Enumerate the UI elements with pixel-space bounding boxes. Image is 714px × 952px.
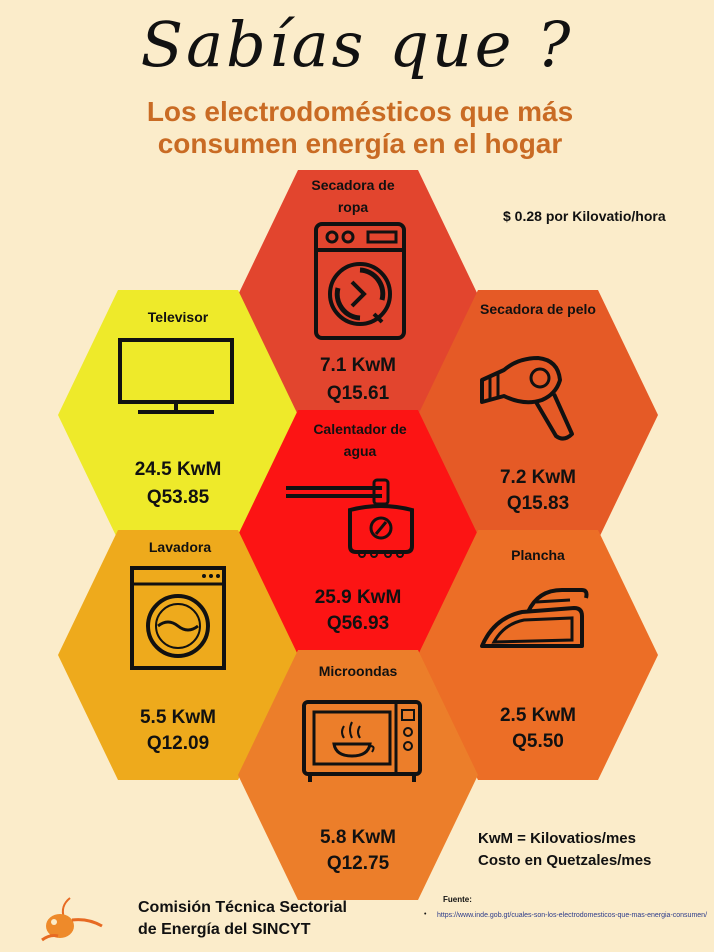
kwm-televisor: 24.5 KwM [134, 459, 222, 480]
source-title: Fuente: [443, 895, 472, 904]
cost-secadora-ropa: Q15.61 [326, 383, 390, 404]
label-plancha: Plancha [511, 547, 565, 563]
kwm-microondas: 5.8 KwM [319, 827, 397, 848]
legend-cost: Costo en Quetzales/mes [478, 852, 652, 869]
kwm-plancha: 2.5 KwM [499, 705, 577, 726]
label-secadora-ropa: Secadora de ropa [311, 177, 395, 215]
source-link[interactable]: https://www.inde.gob.gt/cuales-son-los-e… [437, 912, 708, 919]
cost-secadora-pelo: Q15.83 [506, 493, 570, 514]
units-legend: KwM = Kilovatios/mes Costo en Quetzales/… [478, 828, 651, 872]
cost-lavadora: Q12.09 [146, 733, 210, 754]
label-microondas: Microondas [318, 663, 398, 679]
kwm-lavadora: 5.5 KwM [139, 707, 217, 728]
price-note: $ 0.28 por Kilovatio/hora [503, 208, 666, 224]
label-lavadora: Lavadora [148, 539, 212, 555]
org-line-2: de Energía del SINCYT [138, 921, 311, 938]
television-icon [118, 338, 234, 414]
page-title: Sabías que ? [140, 8, 574, 81]
cost-plancha: Q5.50 [512, 731, 564, 752]
legend-kwm: KwM = Kilovatios/mes [478, 830, 636, 847]
washing-machine-icon [130, 566, 226, 670]
microwave-icon [302, 700, 422, 782]
label-televisor: Televisor [147, 309, 209, 325]
label-secadora-pelo: Secadora de pelo [480, 301, 596, 317]
org-line-1: Comisión Técnica Sectorial [138, 899, 347, 916]
organization-name: Comisión Técnica Sectorial de Energía de… [138, 897, 347, 941]
kwm-calentador: 25.9 KwM [314, 587, 402, 608]
cost-microondas: Q12.75 [326, 853, 390, 874]
cost-calentador: Q56.93 [326, 613, 390, 634]
iron-icon [480, 588, 589, 648]
hair-dryer-icon [480, 356, 574, 441]
label-calentador: Calentador de agua [313, 421, 407, 459]
page-subtitle: Los electrodomésticos que más consumen e… [146, 96, 574, 159]
kwm-secadora-pelo: 7.2 KwM [499, 467, 577, 488]
source-bullet: • [424, 911, 427, 918]
clothes-dryer-icon [314, 222, 406, 340]
kwm-secadora-ropa: 7.1 KwM [319, 355, 397, 376]
sincyt-logo-icon [41, 897, 103, 942]
cost-televisor: Q53.85 [146, 487, 210, 508]
water-heater-icon [286, 478, 414, 558]
